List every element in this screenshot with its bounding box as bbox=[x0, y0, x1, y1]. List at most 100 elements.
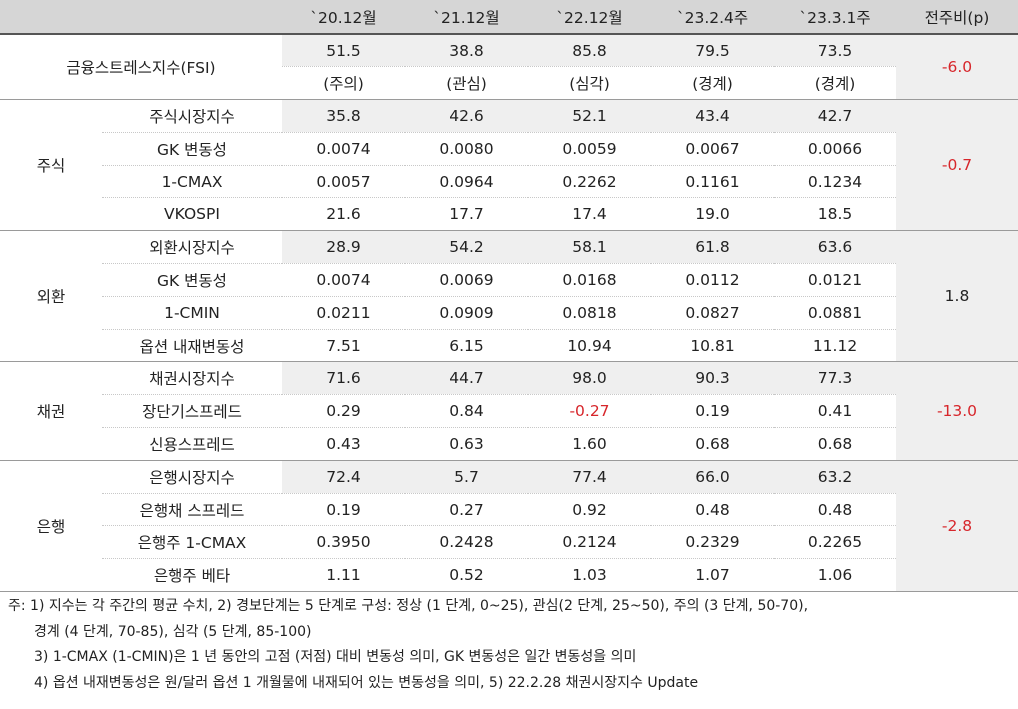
indicator-value: 0.0909 bbox=[405, 296, 528, 330]
fsi-level: (경계) bbox=[651, 66, 774, 101]
indicator-value: 0.2262 bbox=[528, 165, 651, 199]
table-row: GK 변동성 0.0074 0.0069 0.0168 0.0112 0.0121 bbox=[0, 263, 1018, 297]
indicator-name: VKOSPI bbox=[102, 197, 282, 232]
indicator-value: 0.0080 bbox=[405, 132, 528, 166]
fsi-label: 금융스트레스지수(FSI) bbox=[0, 34, 282, 101]
indicator-value: 63.6 bbox=[774, 230, 896, 265]
indicator-name: 은행채 스프레드 bbox=[102, 493, 282, 527]
indicator-value: 90.3 bbox=[651, 361, 774, 396]
indicator-value: 0.43 bbox=[282, 427, 405, 461]
fsi-value: 79.5 bbox=[651, 34, 774, 68]
indicator-value: 35.8 bbox=[282, 99, 405, 133]
indicator-value: 0.84 bbox=[405, 394, 528, 429]
footnote-line: 주: 1) 지수는 각 주간의 평균 수치, 2) 경보단계는 5 단계로 구성… bbox=[8, 598, 809, 615]
header-col-1: `20.12월 bbox=[282, 0, 405, 35]
fsi-value-row: 금융스트레스지수(FSI) 51.5 38.8 85.8 79.5 73.5 -… bbox=[0, 34, 1018, 101]
indicator-value: 61.8 bbox=[651, 230, 774, 265]
indicator-name: 은행주 베타 bbox=[102, 558, 282, 593]
indicator-value: 0.29 bbox=[282, 394, 405, 429]
indicator-value: 0.0211 bbox=[282, 296, 405, 330]
indicator-value: 72.4 bbox=[282, 460, 405, 494]
indicator-value: 42.7 bbox=[774, 99, 896, 133]
indicator-value: 18.5 bbox=[774, 197, 896, 232]
fsi-level: (경계) bbox=[774, 66, 896, 101]
indicator-name: 1-CMAX bbox=[102, 165, 282, 199]
indicator-value: 0.0818 bbox=[528, 296, 651, 330]
footnote-line: 4) 옵션 내재변동성은 원/달러 옵션 1 개월물에 내재되어 있는 변동성을… bbox=[34, 674, 699, 691]
indicator-name: 장단기스프레드 bbox=[102, 394, 282, 429]
indicator-value: 0.48 bbox=[651, 493, 774, 527]
group-label: 은행 bbox=[0, 460, 102, 593]
group-label: 외환 bbox=[0, 230, 102, 363]
indicator-value: 0.0074 bbox=[282, 263, 405, 297]
indicator-value: 1.11 bbox=[282, 558, 405, 593]
table-row: 신용스프레드 0.43 0.63 1.60 0.68 0.68 bbox=[0, 427, 1018, 461]
group-change: -0.7 bbox=[896, 99, 1018, 232]
indicator-value: 6.15 bbox=[405, 329, 528, 363]
indicator-name: 채권시장지수 bbox=[102, 361, 282, 396]
header-col-4: `23.2.4주 bbox=[651, 0, 774, 35]
indicator-name: 은행주 1-CMAX bbox=[102, 525, 282, 560]
indicator-name: GK 변동성 bbox=[102, 263, 282, 297]
indicator-value: 0.0112 bbox=[651, 263, 774, 297]
indicator-value: -0.27 bbox=[528, 394, 651, 429]
indicator-value: 5.7 bbox=[405, 460, 528, 494]
group-label: 채권 bbox=[0, 361, 102, 461]
header-corner bbox=[0, 0, 282, 35]
table-row: 주식 주식시장지수 35.8 42.6 52.1 43.4 42.7 -0.7 bbox=[0, 99, 1018, 232]
fsi-level: (관심) bbox=[405, 66, 528, 101]
table-row: 은행채 스프레드 0.19 0.27 0.92 0.48 0.48 bbox=[0, 493, 1018, 527]
indicator-value: 0.0881 bbox=[774, 296, 896, 330]
indicator-value: 0.0066 bbox=[774, 132, 896, 166]
indicator-value: 71.6 bbox=[282, 361, 405, 396]
fsi-table: `20.12월 `21.12월 `22.12월 `23.2.4주 `23.3.1… bbox=[0, 0, 1018, 593]
indicator-value: 10.81 bbox=[651, 329, 774, 363]
indicator-value: 0.2428 bbox=[405, 525, 528, 560]
indicator-value: 0.1161 bbox=[651, 165, 774, 199]
indicator-name: GK 변동성 bbox=[102, 132, 282, 166]
indicator-value: 0.0069 bbox=[405, 263, 528, 297]
indicator-value: 0.0057 bbox=[282, 165, 405, 199]
indicator-value: 0.0964 bbox=[405, 165, 528, 199]
fsi-value: 73.5 bbox=[774, 34, 896, 68]
header-col-change: 전주비(p) bbox=[896, 0, 1018, 35]
indicator-name: 은행시장지수 bbox=[102, 460, 282, 494]
indicator-value: 0.27 bbox=[405, 493, 528, 527]
indicator-name: 옵션 내재변동성 bbox=[102, 329, 282, 363]
indicator-value: 52.1 bbox=[528, 99, 651, 133]
table-row: 장단기스프레드 0.29 0.84 -0.27 0.19 0.41 bbox=[0, 394, 1018, 429]
indicator-value: 0.63 bbox=[405, 427, 528, 461]
indicator-value: 0.68 bbox=[651, 427, 774, 461]
indicator-value: 17.4 bbox=[528, 197, 651, 232]
indicator-value: 0.92 bbox=[528, 493, 651, 527]
indicator-value: 54.2 bbox=[405, 230, 528, 265]
table-row: 은행 은행시장지수 72.4 5.7 77.4 66.0 63.2 -2.8 bbox=[0, 460, 1018, 593]
fsi-value: 85.8 bbox=[528, 34, 651, 68]
indicator-value: 77.3 bbox=[774, 361, 896, 396]
indicator-value: 19.0 bbox=[651, 197, 774, 232]
fsi-change: -6.0 bbox=[896, 34, 1018, 101]
table-row: VKOSPI 21.6 17.7 17.4 19.0 18.5 bbox=[0, 197, 1018, 232]
indicator-value: 0.19 bbox=[651, 394, 774, 429]
indicator-value: 44.7 bbox=[405, 361, 528, 396]
fsi-level-row: (주의) (관심) (심각) (경계) (경계) bbox=[0, 66, 1018, 101]
header-col-5: `23.3.1주 bbox=[774, 0, 896, 35]
indicator-value: 0.0168 bbox=[528, 263, 651, 297]
indicator-value: 42.6 bbox=[405, 99, 528, 133]
table-row: 외환 외환시장지수 28.9 54.2 58.1 61.8 63.6 1.8 bbox=[0, 230, 1018, 363]
indicator-value: 0.41 bbox=[774, 394, 896, 429]
fsi-value: 51.5 bbox=[282, 34, 405, 68]
indicator-value: 1.06 bbox=[774, 558, 896, 593]
table-row: 1-CMAX 0.0057 0.0964 0.2262 0.1161 0.1234 bbox=[0, 165, 1018, 199]
indicator-value: 0.68 bbox=[774, 427, 896, 461]
indicator-name: 외환시장지수 bbox=[102, 230, 282, 265]
indicator-value: 0.2329 bbox=[651, 525, 774, 560]
indicator-value: 0.0827 bbox=[651, 296, 774, 330]
indicator-value: 17.7 bbox=[405, 197, 528, 232]
indicator-value: 43.4 bbox=[651, 99, 774, 133]
indicator-value: 0.0059 bbox=[528, 132, 651, 166]
indicator-value: 0.0074 bbox=[282, 132, 405, 166]
indicator-value: 0.1234 bbox=[774, 165, 896, 199]
indicator-value: 28.9 bbox=[282, 230, 405, 265]
indicator-value: 0.0067 bbox=[651, 132, 774, 166]
